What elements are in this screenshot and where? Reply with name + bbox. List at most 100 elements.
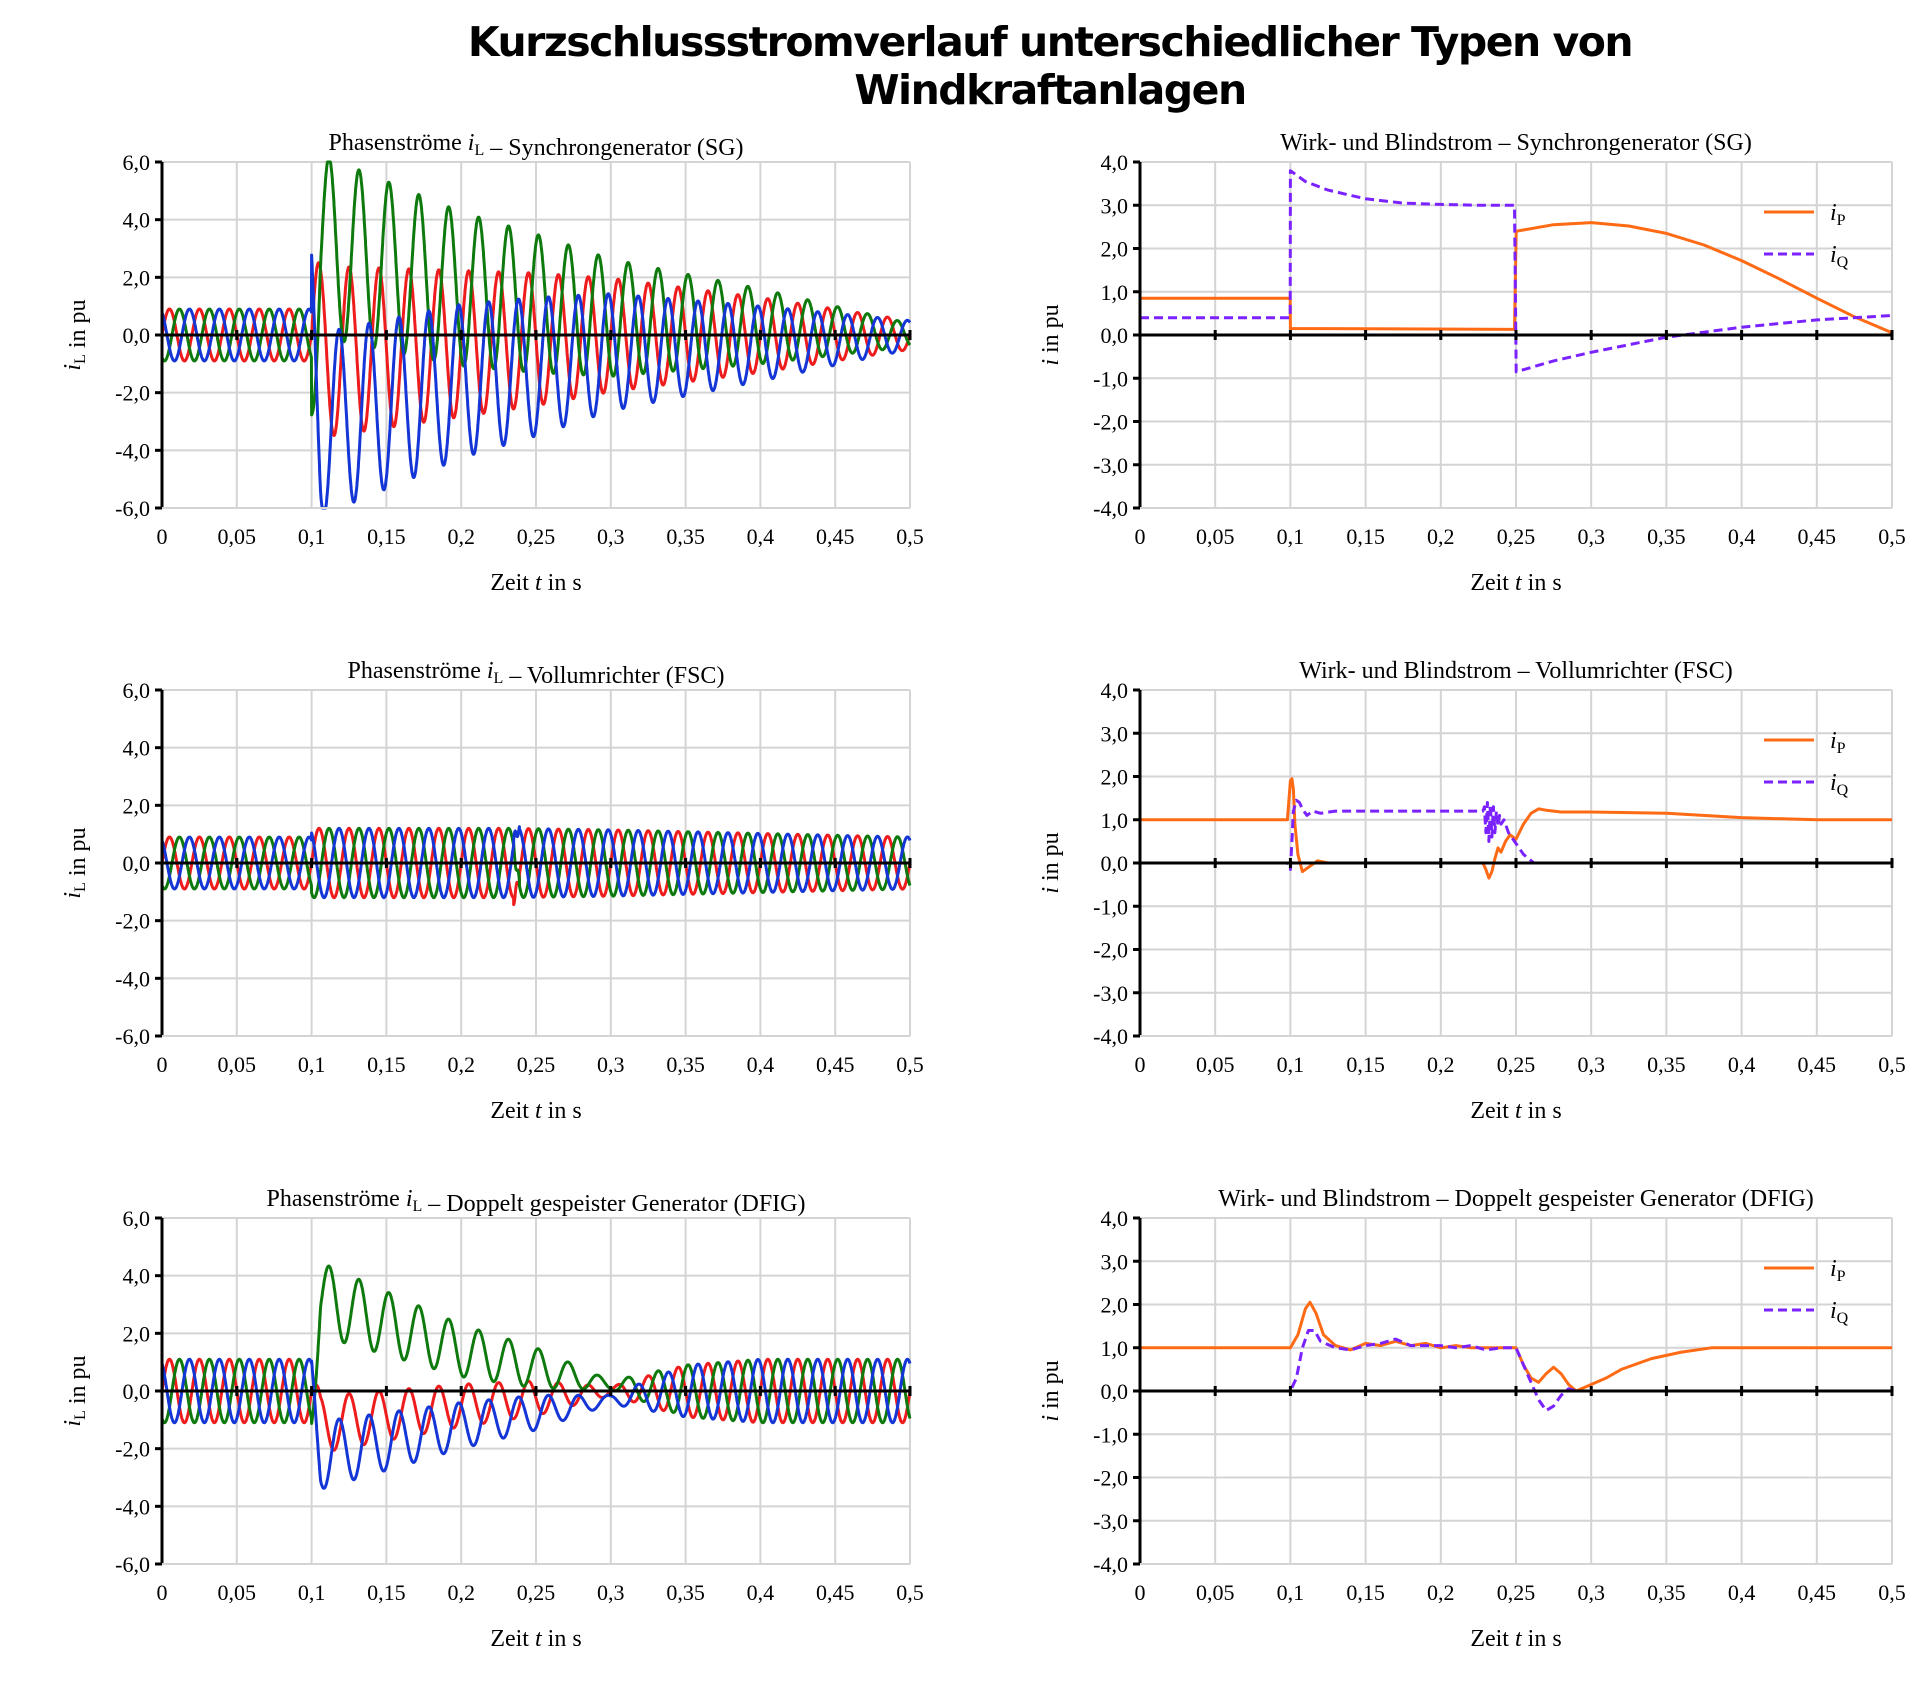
series-line xyxy=(160,160,912,417)
y-tick-label: 2,0 xyxy=(123,793,151,818)
x-tick-label: 0,05 xyxy=(1196,524,1235,549)
y-tick-label: 6,0 xyxy=(123,678,151,703)
x-tick-label: 0,45 xyxy=(816,1580,855,1605)
x-tick-label: 0 xyxy=(1135,1580,1146,1605)
chart-title: Phasenströme iL – Doppelt gespeister Gen… xyxy=(267,1186,806,1217)
y-tick-label: 4,0 xyxy=(123,736,151,761)
x-tick-label: 0,3 xyxy=(597,524,625,549)
x-tick-label: 0,1 xyxy=(298,524,326,549)
y-axis-label: iL in pu xyxy=(60,1355,91,1426)
x-tick-label: 0,35 xyxy=(1647,524,1686,549)
y-tick-label: 4,0 xyxy=(123,208,151,233)
x-tick-label: 0,35 xyxy=(666,524,705,549)
y-tick-label: 1,0 xyxy=(1101,1336,1129,1361)
x-axis-label: Zeit t in s xyxy=(1470,570,1561,596)
y-tick-label: -3,0 xyxy=(1093,981,1128,1006)
x-tick-label: 0,4 xyxy=(1728,524,1756,549)
x-tick-label: 0,5 xyxy=(1878,1052,1906,1077)
x-tick-label: 0,25 xyxy=(1497,1052,1536,1077)
y-tick-label: -6,0 xyxy=(115,1552,150,1577)
x-tick-label: 0,25 xyxy=(1497,524,1536,549)
y-tick-label: 4,0 xyxy=(1101,150,1129,175)
y-tick-label: -4,0 xyxy=(115,1494,150,1519)
x-tick-label: 0,1 xyxy=(1277,524,1305,549)
series-line-iP xyxy=(1140,221,1893,335)
chart-dfig_phase: 0 0,05 0,1 0,15 0,2 0,25 0,3 0,35 0,4 0,45 0,5 6,0 4… xyxy=(60,1186,924,1652)
y-tick-label: -2,0 xyxy=(115,909,150,934)
y-axis-label: i in pu xyxy=(1038,1360,1064,1421)
x-tick-label: 0,05 xyxy=(218,1052,257,1077)
chart-sg_pq: 0 0,05 0,1 0,15 0,2 0,25 0,3 0,35 0,4 0,45 0,5 4,0 3… xyxy=(1038,130,1906,596)
x-tick-label: 0,25 xyxy=(1497,1580,1536,1605)
x-tick-label: 0,4 xyxy=(1728,1580,1756,1605)
x-axis-label: Zeit t in s xyxy=(490,1098,581,1124)
x-tick-label: 0,4 xyxy=(747,1052,775,1077)
y-tick-label: -2,0 xyxy=(1093,410,1128,435)
chart-dfig_pq: 0 0,05 0,1 0,15 0,2 0,25 0,3 0,35 0,4 0,45 0,5 4,0 3… xyxy=(1038,1186,1906,1652)
page-title: Kurzschlussstromverlauf unterschiedliche… xyxy=(467,18,1634,114)
chart-fsc_phase: 0 0,05 0,1 0,15 0,2 0,25 0,3 0,35 0,4 0,45 0,5 6,0 4… xyxy=(60,658,924,1124)
x-tick-label: 0,15 xyxy=(367,524,406,549)
x-tick-label: 0,25 xyxy=(517,1052,556,1077)
series-line-iP xyxy=(1140,1300,1892,1393)
y-tick-label: -4,0 xyxy=(115,966,150,991)
x-tick-label: 0,05 xyxy=(1196,1580,1235,1605)
legend: iP iQ xyxy=(1764,200,1849,271)
x-tick-label: 0 xyxy=(1135,1052,1146,1077)
chart-fsc_pq: 0 0,05 0,1 0,15 0,2 0,25 0,3 0,35 0,4 0,45 0,5 4,0 3… xyxy=(1038,658,1906,1124)
x-tick-label: 0,3 xyxy=(1577,524,1605,549)
y-tick-label: -4,0 xyxy=(1093,496,1128,521)
x-tick-label: 0,25 xyxy=(517,524,556,549)
x-tick-label: 0 xyxy=(1135,524,1146,549)
y-axis-label: iL in pu xyxy=(60,827,91,898)
x-tick-label: 0,1 xyxy=(298,1052,326,1077)
y-tick-label: 0,0 xyxy=(1101,323,1129,348)
x-tick-label: 0,2 xyxy=(1427,524,1455,549)
x-tick-label: 0,3 xyxy=(1577,1052,1605,1077)
x-tick-label: 0,2 xyxy=(1427,1052,1455,1077)
x-tick-label: 0,35 xyxy=(1647,1580,1686,1605)
legend: iP iQ xyxy=(1764,728,1849,799)
y-tick-label: -2,0 xyxy=(115,381,150,406)
x-tick-label: 0 xyxy=(157,524,168,549)
x-tick-label: 0,15 xyxy=(1346,1580,1385,1605)
x-tick-label: 0,4 xyxy=(747,524,775,549)
x-tick-label: 0,35 xyxy=(1647,1052,1686,1077)
x-axis-label: Zeit t in s xyxy=(490,570,581,596)
x-tick-label: 0,2 xyxy=(447,1580,475,1605)
legend-label-iQ: iQ xyxy=(1830,770,1849,799)
y-tick-label: 0,0 xyxy=(123,1379,151,1404)
x-tick-label: 0,1 xyxy=(1277,1052,1305,1077)
y-axis-label: i in pu xyxy=(1038,304,1064,365)
y-tick-label: -6,0 xyxy=(115,496,150,521)
x-tick-label: 0,15 xyxy=(1346,524,1385,549)
series-line xyxy=(160,1357,912,1452)
series-line-iQ xyxy=(1140,798,1892,871)
y-tick-label: -1,0 xyxy=(1093,894,1128,919)
y-tick-label: -2,0 xyxy=(115,1437,150,1462)
y-tick-label: 6,0 xyxy=(123,1206,151,1231)
x-tick-label: 0 xyxy=(157,1052,168,1077)
x-tick-label: 0,4 xyxy=(1728,1052,1756,1077)
x-tick-label: 0,05 xyxy=(1196,1052,1235,1077)
y-tick-label: 2,0 xyxy=(1101,1293,1129,1318)
legend-label-iQ: iQ xyxy=(1830,242,1849,271)
x-tick-label: 0,3 xyxy=(1577,1580,1605,1605)
x-tick-label: 0,5 xyxy=(896,524,924,549)
series-line-iQ xyxy=(1140,1329,1892,1412)
y-tick-label: -4,0 xyxy=(115,438,150,463)
legend-label-iP: iP xyxy=(1830,200,1846,229)
chart-sg_phase: 0 0,05 0,1 0,15 0,2 0,25 0,3 0,35 0,4 0,45 0,5 6,0 4… xyxy=(60,130,924,596)
x-tick-label: 0,5 xyxy=(896,1052,924,1077)
y-tick-label: 3,0 xyxy=(1101,193,1129,218)
chart-title: Wirk- und Blindstrom – Doppelt gespeiste… xyxy=(1218,1186,1814,1212)
x-tick-label: 0,45 xyxy=(1798,1580,1837,1605)
y-tick-label: -3,0 xyxy=(1093,453,1128,478)
x-tick-label: 0,15 xyxy=(367,1580,406,1605)
x-tick-label: 0,35 xyxy=(666,1580,705,1605)
y-tick-label: 3,0 xyxy=(1101,1249,1129,1274)
x-tick-label: 0,15 xyxy=(367,1052,406,1077)
y-tick-label: 0,0 xyxy=(123,323,151,348)
legend-label-iP: iP xyxy=(1830,1256,1846,1285)
x-tick-label: 0,15 xyxy=(1346,1052,1385,1077)
